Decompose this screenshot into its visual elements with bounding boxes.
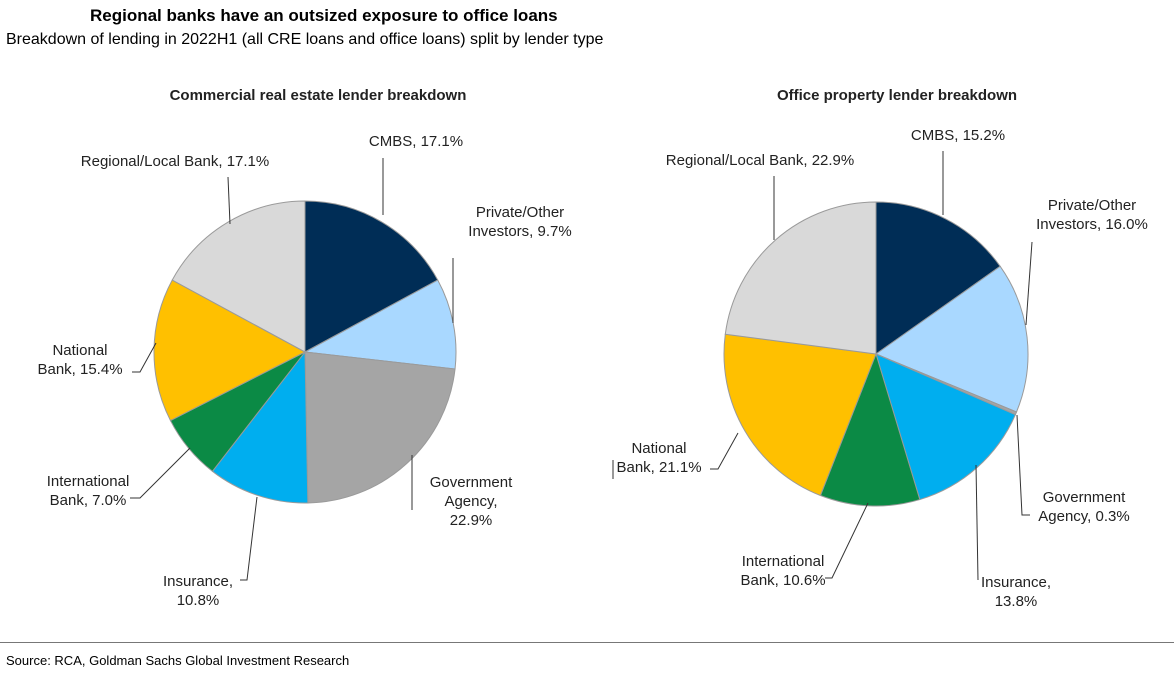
pie-slice-insurance (875, 353, 1017, 501)
pie-slice-regional-local-bank (171, 200, 306, 353)
pie-slice-national-bank (153, 279, 307, 422)
source-divider (0, 642, 1174, 643)
cre-pie-chart: Commercial real estate lender breakdown C… (37, 87, 571, 609)
slice-label-national-bank: National Bank, 21.1% (616, 440, 701, 476)
leader-line-national-bank (132, 342, 157, 373)
pie-slice-regional-local-bank (724, 201, 877, 355)
pie-slice-government-agency (304, 351, 456, 504)
leader-line-insurance (240, 496, 258, 581)
leader-line-regional-local-bank (227, 176, 231, 225)
leader-line-private-other-investors (1025, 241, 1033, 326)
slice-label-private-other-investors: Private/Other Investors, 16.0% (1036, 197, 1148, 233)
slice-label-insurance: Insurance, 13.8% (981, 574, 1051, 610)
slice-label-insurance: Insurance, 10.8% (163, 573, 233, 609)
pie-slice-private-other-investors (874, 265, 1029, 413)
pie-slice-national-bank (723, 333, 877, 497)
leader-line-international-bank (825, 502, 869, 579)
slice-label-government-agency: Government Agency, 0.3% (1038, 489, 1129, 525)
leader-line-government-agency (1016, 414, 1030, 516)
slice-label-cmbs: CMBS, 15.2% (911, 127, 1005, 144)
pie-slice-cmbs (304, 200, 439, 353)
slice-label-international-bank: International Bank, 7.0% (47, 473, 130, 509)
leader-line-insurance (975, 464, 979, 581)
slice-label-government-agency: Government Agency, 22.9% (430, 474, 513, 529)
pie-slice-international-bank (819, 352, 921, 507)
source-note: Source: RCA, Goldman Sachs Global Invest… (6, 653, 350, 668)
pie-title: Office property lender breakdown (777, 87, 1017, 104)
slice-label-regional-local-bank: Regional/Local Bank, 22.9% (666, 152, 854, 169)
pie-slice-cmbs (875, 201, 1001, 355)
office-pie-chart: Office property lender breakdown CMBS, 15… (612, 87, 1148, 610)
slice-label-private-other-investors: Private/Other Investors, 9.7% (468, 204, 571, 240)
slice-label-regional-local-bank: Regional/Local Bank, 17.1% (81, 153, 269, 170)
chart-title: Regional banks have an outsized exposure… (90, 6, 558, 25)
leader-line-national-bank (710, 432, 739, 470)
pie-slice-insurance (211, 350, 309, 504)
pie-slice-private-other-investors (303, 279, 457, 370)
slice-label-national-bank: National Bank, 15.4% (37, 342, 122, 378)
slice-label-cmbs: CMBS, 17.1% (369, 133, 463, 150)
pie-title: Commercial real estate lender breakdown (170, 87, 467, 104)
slice-label-international-bank: International Bank, 10.6% (740, 553, 825, 589)
leader-line-international-bank (130, 447, 191, 499)
chart-subtitle: Breakdown of lending in 2022H1 (all CRE … (6, 31, 604, 48)
